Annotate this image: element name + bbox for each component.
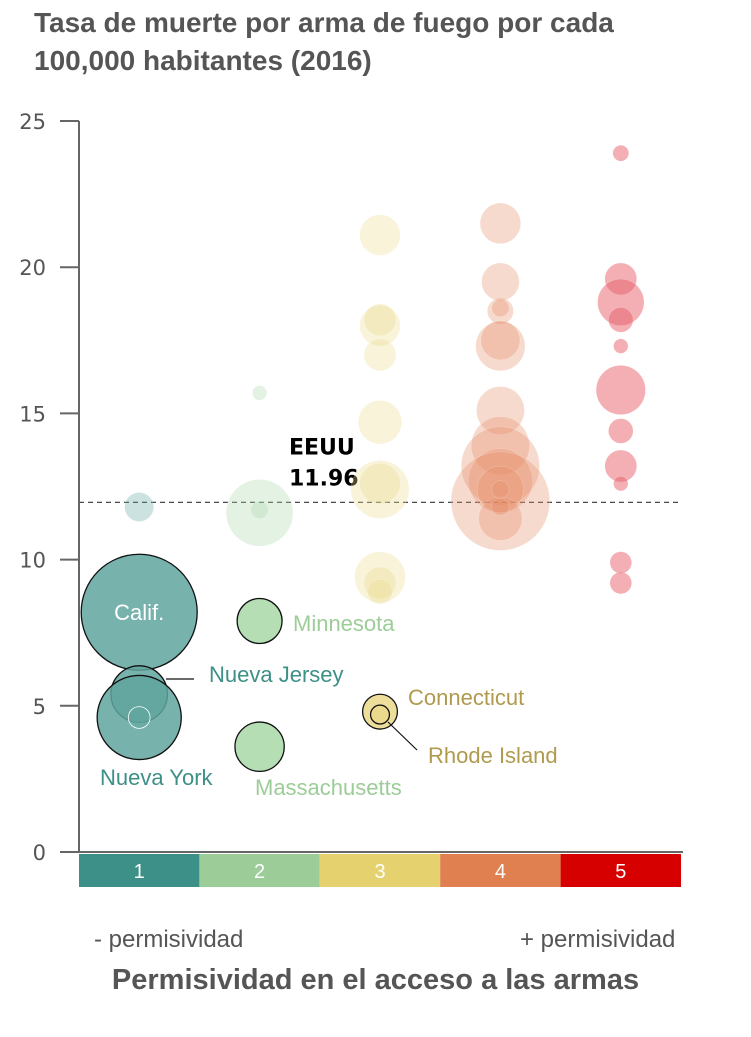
bubble xyxy=(475,321,526,372)
bubble xyxy=(468,448,533,513)
bubble xyxy=(354,551,406,603)
chart-title: Tasa de muerte por arma de fuego por cad… xyxy=(34,7,614,76)
bubble-rhode-island xyxy=(369,704,391,725)
bubble xyxy=(363,303,397,337)
y-tick-label: 25 xyxy=(19,110,46,134)
bubble xyxy=(359,214,401,256)
label-calif: Calif. xyxy=(114,600,164,625)
category-bar: 1 2 3 4 5 xyxy=(79,854,681,887)
x-axis-high-label: + permisividad xyxy=(520,926,676,953)
bubble xyxy=(471,416,530,475)
bubble-minnesota xyxy=(236,597,283,645)
bubble xyxy=(480,320,521,361)
bubble xyxy=(609,551,632,574)
label-connecticut: Connecticut xyxy=(408,685,524,710)
y-tick-label: 0 xyxy=(33,841,46,865)
x-axis-low-label: - permisividad xyxy=(94,926,244,953)
bubbles xyxy=(80,144,646,773)
bubble xyxy=(225,479,294,547)
bubble xyxy=(124,492,154,522)
category-swatch-2 xyxy=(199,854,320,887)
y-tick-label: 10 xyxy=(19,549,46,573)
bubble xyxy=(252,385,268,401)
label-nueva-york: Nueva York xyxy=(100,765,214,790)
us-average-value: 11.96 xyxy=(289,466,359,491)
bubble xyxy=(608,307,634,333)
label-massachusetts: Massachusetts xyxy=(255,775,402,800)
bubble xyxy=(609,571,632,595)
label-nueva-jersey: Nueva Jersey xyxy=(209,662,344,687)
x-axis-title: Permisividad en el acceso a las armas xyxy=(111,964,640,996)
bubble xyxy=(363,566,397,600)
category-label-2: 2 xyxy=(254,861,265,883)
bubble xyxy=(476,386,525,435)
bubble xyxy=(367,579,393,605)
y-tick-label: 20 xyxy=(19,256,46,280)
bubble xyxy=(608,418,634,444)
bubble xyxy=(613,338,629,354)
category-label-3: 3 xyxy=(374,861,385,883)
bubble xyxy=(250,500,269,519)
label-rhode-island: Rhode Island xyxy=(428,743,558,768)
bubble xyxy=(479,202,522,244)
bubble xyxy=(487,297,514,325)
bubble xyxy=(491,497,510,516)
y-axis: 0 5 10 15 20 25 xyxy=(19,110,683,865)
bubble xyxy=(481,262,520,301)
bubble xyxy=(613,476,629,492)
bubble xyxy=(359,462,401,505)
bubble xyxy=(359,305,401,347)
category-label-4: 4 xyxy=(495,861,506,883)
bubble-massachusetts xyxy=(234,721,285,773)
bubble xyxy=(476,465,524,513)
bubble xyxy=(450,451,551,551)
bubble xyxy=(350,460,410,519)
category-swatch-5 xyxy=(560,854,681,887)
category-swatch-1 xyxy=(79,854,200,887)
bubble xyxy=(460,426,540,506)
reference-line-group: EEUU 11.96 xyxy=(79,435,681,503)
category-label-5: 5 xyxy=(615,861,626,883)
us-average-label: EEUU xyxy=(289,435,355,460)
leader-line-rhode-island xyxy=(387,721,418,751)
bubble xyxy=(127,706,151,729)
y-tick-label: 5 xyxy=(33,695,46,719)
category-swatch-3 xyxy=(319,854,441,887)
annotations: Calif. Nueva Jersey Nueva York Minnesota Mas… xyxy=(100,600,558,800)
bubble xyxy=(363,338,397,372)
bubble xyxy=(491,299,510,318)
category-label-1: 1 xyxy=(134,861,145,883)
bubble xyxy=(491,480,510,499)
bubble xyxy=(612,144,630,162)
bubble xyxy=(595,365,646,415)
y-tick-label: 15 xyxy=(19,402,46,426)
bubble xyxy=(478,496,523,541)
category-swatch-4 xyxy=(440,854,561,887)
bubble xyxy=(357,400,403,445)
label-minnesota: Minnesota xyxy=(293,611,395,636)
